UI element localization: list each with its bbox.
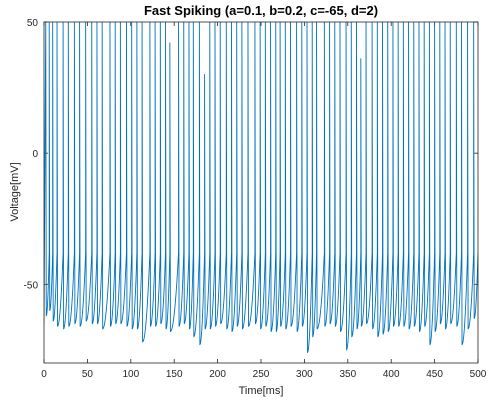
x-tick-label: 500	[470, 369, 487, 380]
y-axis-label: Voltage[mV]	[9, 162, 21, 221]
x-tick-label: 50	[82, 369, 94, 380]
x-tick-label: 200	[209, 369, 226, 380]
x-tick-label: 450	[426, 369, 443, 380]
x-tick-label: 350	[339, 369, 356, 380]
y-tick-label: 50	[27, 18, 39, 29]
x-tick-label: 100	[122, 369, 139, 380]
x-tick-label: 250	[253, 369, 270, 380]
x-tick-label: 0	[41, 369, 47, 380]
x-axis-label: Time[ms]	[239, 385, 284, 397]
y-tick-label: 0	[32, 149, 38, 160]
x-tick-label: 300	[296, 369, 313, 380]
chart-title: Fast Spiking (a=0.1, b=0.2, c=-65, d=2)	[144, 3, 378, 18]
plot-frame	[43, 21, 479, 364]
x-tick-label: 400	[383, 369, 400, 380]
y-tick-label: -50	[24, 280, 39, 291]
x-tick-label: 150	[166, 369, 183, 380]
voltage-trace	[44, 22, 478, 353]
